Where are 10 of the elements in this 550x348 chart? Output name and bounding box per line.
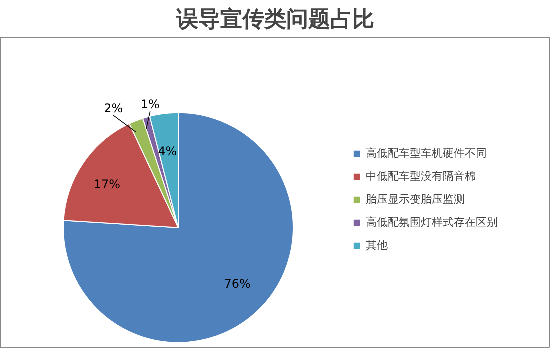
- data-label: 17%: [94, 178, 120, 192]
- data-label: 1%: [140, 97, 160, 112]
- legend-label: 中低配车型没有隔音棉: [366, 169, 476, 184]
- legend-label: 其他: [366, 238, 388, 253]
- data-label: 76%: [224, 277, 251, 292]
- data-label: 2%: [104, 101, 124, 116]
- legend-label: 胎压显示变胎压监测: [366, 192, 465, 207]
- chart-title: 误导宣传类问题占比: [176, 6, 374, 32]
- legend-label: 高低配氛围灯样式存在区别: [366, 215, 498, 230]
- legend-label: 高低配车型车机硬件不同: [366, 146, 487, 161]
